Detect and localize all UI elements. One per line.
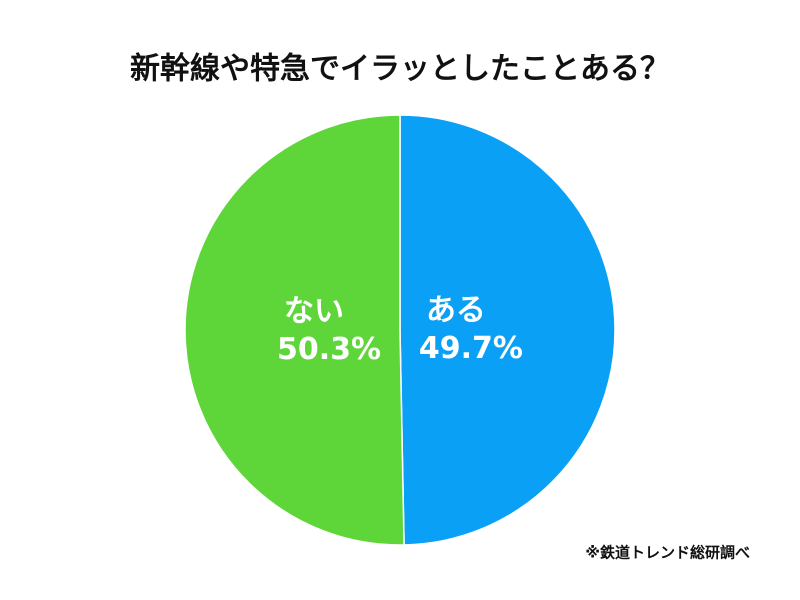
slice-value-label: 50.3% xyxy=(277,332,381,367)
slice-category-label: ある xyxy=(426,293,486,328)
pie-slice xyxy=(184,114,405,546)
source-note: ※鉄道トレンド総研調べ xyxy=(585,544,750,562)
slice-category-label: ない xyxy=(284,294,344,329)
chart-title: 新幹線や特急でイラッとしたことある？ xyxy=(130,52,670,87)
pie-slice xyxy=(399,114,616,546)
slice-value-label: 49.7% xyxy=(419,331,523,366)
